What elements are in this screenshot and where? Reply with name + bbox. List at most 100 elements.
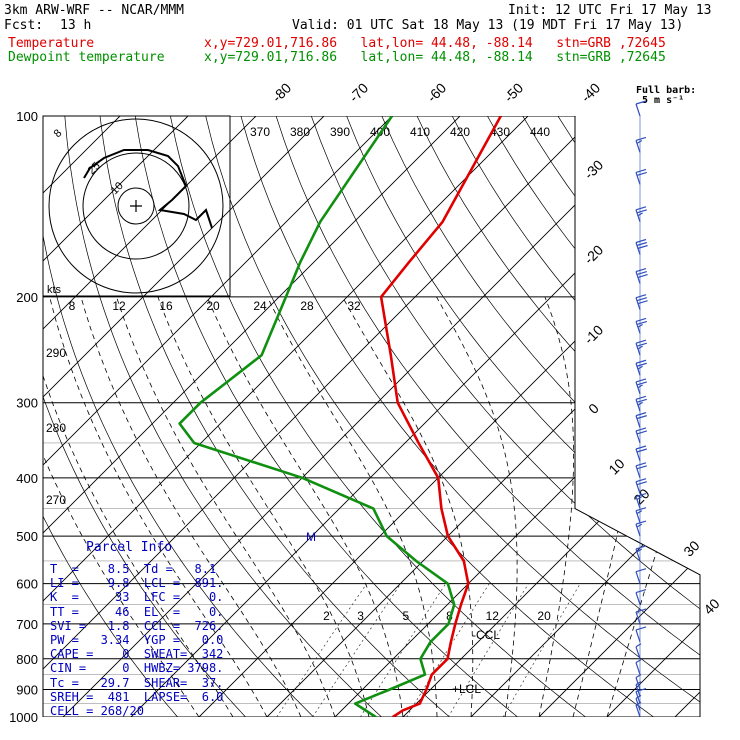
pressure-label: 800: [16, 652, 38, 667]
isotherm: [402, 116, 700, 717]
temperature-legend: Temperature: [8, 36, 95, 51]
moist-adiabat: [606, 296, 700, 717]
wind-barb-flag: [636, 241, 647, 247]
isotherm: [674, 116, 700, 717]
isotherm: [43, 116, 325, 717]
wind-barb-flag: [636, 139, 643, 144]
dry-adiabat: [381, 116, 700, 717]
mixing-ratio-line: [502, 583, 581, 717]
wind-barb: [635, 168, 647, 185]
wind-barb: [635, 412, 647, 428]
wind-barb: [635, 478, 647, 494]
wind-barb-flag: [635, 317, 647, 322]
hodograph-tick: 8: [69, 299, 76, 313]
hodograph-ring-label: 10: [109, 180, 126, 197]
wind-barb-flag: [636, 496, 643, 501]
moist-adiabat: [572, 296, 647, 717]
theta-label: 420: [450, 125, 470, 139]
theta-label: 370: [250, 125, 270, 139]
isotherm: [43, 116, 461, 717]
isotherm-label: -30: [581, 157, 607, 183]
wind-barb: [635, 588, 647, 605]
valid-time: Valid: 01 UTC Sat 18 May 13 (19 MDT Fri …: [292, 18, 684, 33]
pressure-label: 900: [16, 682, 38, 697]
wind-barb-flag: [636, 398, 647, 403]
wind-barb-flag: [635, 673, 642, 679]
wind-barb: [635, 445, 647, 462]
mixing-ratio-label: 20: [537, 609, 551, 623]
wind-barb-flag: [635, 427, 647, 432]
theta-label: 410: [410, 125, 430, 139]
forecast-hour: 13 h: [60, 18, 92, 33]
wind-barb: [635, 395, 647, 412]
isotherm: [43, 116, 529, 717]
wind-barb: [635, 267, 648, 284]
parcel-info-row: K = 33 LFC = 0.: [50, 590, 224, 605]
wind-barb-flag: [635, 294, 647, 299]
parcel-info-row: CIN = 0 HWBZ= 3798.: [50, 661, 224, 676]
dry-adiabat: [43, 116, 178, 717]
dry-adiabat: [487, 116, 700, 717]
wind-barb-flag: [635, 238, 647, 244]
wind-barb-flag: [637, 300, 648, 305]
hodograph-ring: [48, 118, 224, 294]
wind-barb-flag: [635, 688, 647, 693]
dry-adiabat: [64, 116, 382, 717]
wind-barb: [635, 359, 647, 376]
dry-adiabat: [205, 116, 654, 717]
parcel-info-row: T = 8.5 Td = 8.1: [50, 562, 217, 576]
wind-barb-staff: [635, 571, 641, 584]
wind-barb-flag: [637, 401, 643, 406]
wind-barb-flag: [635, 136, 647, 142]
moist-adiabat: [436, 296, 518, 717]
wind-barb-flag: [635, 100, 647, 105]
parcel-info-row: TT = 46 EL = 0.: [50, 604, 224, 619]
moist-adiabat: [116, 296, 336, 717]
moist-adiabat: [43, 296, 234, 717]
wind-barb-staff: [635, 140, 641, 153]
isotherm: [606, 116, 700, 717]
forecast-label: Fcst:: [4, 18, 44, 33]
hodograph-ring-label: 8: [52, 127, 65, 140]
hodograph-tick: 12: [112, 299, 126, 313]
wind-barb-staff: [635, 465, 641, 479]
wind-barb-flag: [635, 701, 642, 706]
mixing-ratio-line: [406, 583, 490, 717]
init-time: Init: 12 UTC Fri 17 May 13: [508, 3, 712, 18]
theta-label: 390: [330, 125, 350, 139]
level-marker-m: M: [306, 530, 316, 544]
pressure-label: 600: [16, 577, 38, 592]
wind-barb-staff: [635, 172, 641, 185]
pressure-label: 500: [16, 529, 38, 544]
isotherm-label: 30: [680, 537, 702, 559]
wind-barb: [635, 643, 642, 659]
wind-barb-flag: [636, 481, 647, 486]
hodograph-tick: 28: [300, 299, 314, 313]
hodograph-ring: [82, 152, 190, 260]
wind-barb-staff: [635, 629, 641, 643]
temperature-location: x,y=729.01,716.86 lat,lon= 44.48, -88.14…: [204, 36, 666, 51]
wind-barb: [635, 545, 647, 562]
wind-barb-flag: [637, 244, 648, 250]
parcel-info-title: Parcel Info: [86, 540, 173, 555]
isotherm-label: -70: [346, 80, 372, 106]
wind-barb-flag: [637, 384, 643, 389]
theta-left-label: 280: [46, 421, 66, 435]
wind-barb-staff: [635, 481, 641, 494]
theta-label: 440: [530, 125, 550, 139]
wind-barb-flag: [636, 415, 647, 420]
isotherm-label: -10: [581, 322, 607, 348]
wind-barb-flag: [635, 462, 647, 467]
full-barb-units: 5 m s⁻¹: [642, 95, 685, 106]
wind-barb-flag: [635, 493, 647, 498]
hodograph-ring: [117, 187, 155, 225]
wind-barb-flag: [636, 448, 647, 453]
wind-barb: [635, 136, 647, 153]
wind-barb-staff: [635, 448, 641, 462]
wind-barb-flag: [635, 267, 647, 273]
wind-barb-staff: [635, 548, 641, 562]
hodograph-frame: [42, 115, 231, 297]
wind-barb: [635, 462, 647, 479]
dry-adiabat: [310, 116, 700, 717]
theta-left-label: 290: [46, 346, 66, 360]
